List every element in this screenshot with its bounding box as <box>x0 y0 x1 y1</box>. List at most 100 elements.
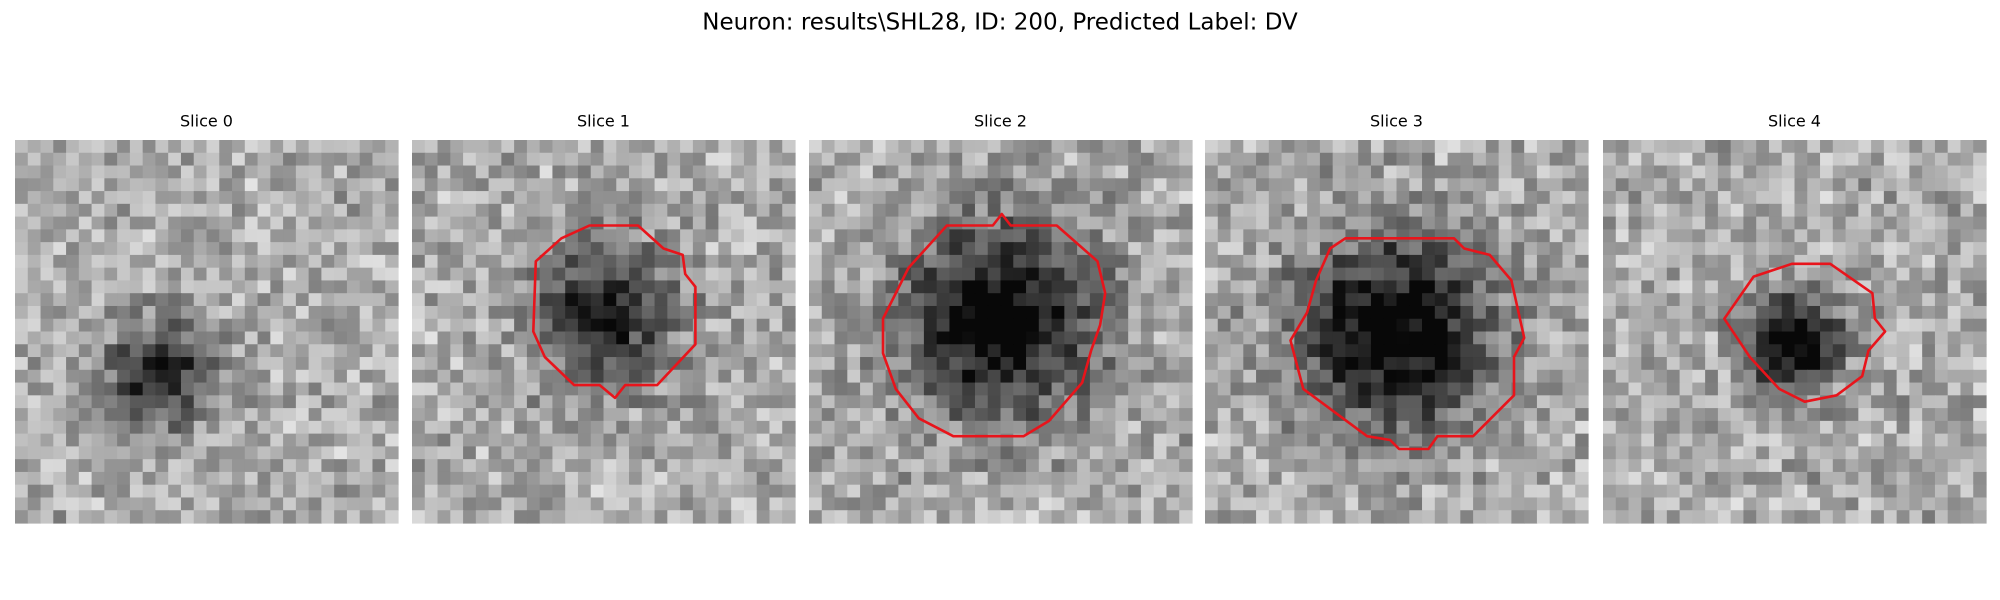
pixel <box>501 229 515 243</box>
pixel <box>104 242 118 256</box>
pixel <box>359 267 374 282</box>
pixel <box>66 395 80 409</box>
pixel <box>1281 446 1295 460</box>
pixel <box>129 140 144 154</box>
pixel <box>1128 369 1142 384</box>
pixel <box>1641 497 1655 511</box>
pixel <box>1871 178 1885 192</box>
pixel <box>1615 280 1630 294</box>
pixel <box>1166 216 1180 230</box>
pixel <box>155 305 169 320</box>
pixel <box>1128 280 1142 294</box>
pixel <box>680 369 694 384</box>
pixel <box>603 446 617 460</box>
pixel <box>117 318 131 333</box>
pixel <box>667 203 681 218</box>
pixel <box>463 267 477 282</box>
pixel <box>1089 178 1104 192</box>
pixel <box>1845 216 1859 230</box>
pixel <box>1807 254 1821 269</box>
pixel <box>1460 305 1474 320</box>
pixel <box>936 433 951 447</box>
pixel <box>1858 395 1872 409</box>
pixel <box>1447 229 1461 243</box>
pixel <box>809 382 823 396</box>
pixel <box>1294 216 1308 230</box>
pixel <box>1858 293 1872 307</box>
pixel <box>731 510 745 524</box>
pixel <box>1422 178 1436 192</box>
pixel <box>1102 420 1116 435</box>
pixel <box>1051 203 1065 218</box>
pixel <box>641 357 656 371</box>
pixel <box>949 331 963 345</box>
pixel <box>692 446 707 460</box>
pixel <box>911 152 925 167</box>
pixel <box>1434 369 1449 384</box>
pixel <box>1319 203 1334 218</box>
pixel <box>424 471 439 486</box>
pixel <box>1077 152 1091 167</box>
pixel <box>705 140 719 154</box>
pixel <box>450 395 464 409</box>
pixel <box>539 433 554 447</box>
pixel <box>821 471 836 486</box>
pixel <box>1705 471 1719 486</box>
pixel <box>1153 165 1168 179</box>
pixel <box>1102 382 1116 396</box>
pixel <box>526 229 541 243</box>
pixel <box>756 165 771 179</box>
pixel <box>1947 242 1962 256</box>
pixel <box>1243 203 1257 218</box>
pixel <box>1000 178 1014 192</box>
pixel <box>1051 497 1065 511</box>
pixel <box>1153 242 1168 256</box>
pixel <box>769 484 783 499</box>
pixel <box>539 446 554 460</box>
pixel <box>129 318 144 333</box>
pixel <box>488 446 502 460</box>
pixel <box>539 484 554 499</box>
pixel <box>885 471 899 486</box>
pixel <box>27 395 42 409</box>
pixel <box>1549 382 1564 396</box>
pixel <box>1102 305 1116 320</box>
pixel <box>1383 331 1398 345</box>
pixel <box>1140 459 1155 473</box>
pixel <box>1064 254 1078 269</box>
pixel <box>193 242 208 256</box>
pixel <box>501 254 515 269</box>
pixel <box>1294 267 1308 282</box>
pixel <box>1549 497 1564 511</box>
pixel <box>923 369 938 384</box>
pixel <box>346 305 361 320</box>
pixel <box>565 459 579 473</box>
pixel <box>1485 471 1500 486</box>
pixel <box>949 497 963 511</box>
pixel <box>782 267 796 282</box>
pixel <box>78 510 93 524</box>
pixel <box>270 484 284 499</box>
pixel <box>1332 382 1347 396</box>
pixel <box>923 420 938 435</box>
pixel <box>923 497 938 511</box>
pixel <box>911 191 925 205</box>
pixel <box>577 140 592 154</box>
pixel <box>1832 420 1847 435</box>
pixel <box>1281 140 1295 154</box>
pixel <box>1447 510 1461 524</box>
pixel <box>1256 178 1270 192</box>
pixel <box>232 369 246 384</box>
pixel <box>463 357 477 371</box>
pixel <box>53 305 67 320</box>
pixel <box>437 471 451 486</box>
pixel <box>1243 510 1257 524</box>
pixel <box>155 267 169 282</box>
pixel <box>91 165 105 179</box>
pixel <box>27 318 42 333</box>
pixel <box>437 165 451 179</box>
pixel <box>1038 484 1053 499</box>
pixel <box>1128 471 1142 486</box>
pixel <box>346 395 361 409</box>
pixel <box>1781 459 1796 473</box>
